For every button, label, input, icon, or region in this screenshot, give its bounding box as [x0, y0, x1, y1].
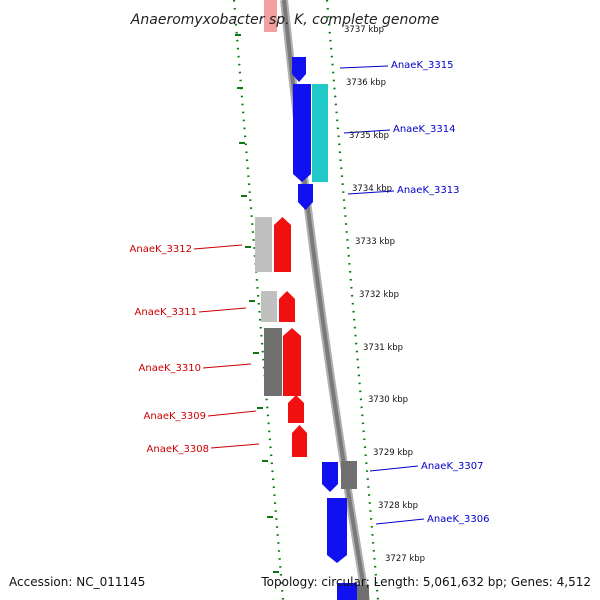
- gene-arrow: [293, 84, 311, 182]
- gene-arrow: [292, 57, 306, 82]
- kbp-tick-label: 3727 kbp: [385, 554, 425, 564]
- gene-segment: [357, 585, 369, 600]
- label-leader-line: [347, 190, 395, 195]
- partial-gene-segment: [264, 0, 277, 32]
- kbp-tick-label: 3728 kbp: [378, 501, 418, 511]
- gene-arrow: [283, 328, 301, 396]
- kbp-tick-label: 3731 kbp: [363, 343, 403, 353]
- gene-segment: [337, 583, 357, 600]
- kbp-tick-label: 3730 kbp: [368, 395, 408, 405]
- tick-dashes: [235, 34, 279, 573]
- gene-labels-layer: AnaeK_3315 AnaeK_3314 AnaeK_3313 AnaeK_3312…: [130, 60, 490, 525]
- accession-label: Accession: NC_011145: [9, 575, 145, 589]
- gene-arrow: [288, 395, 304, 423]
- label-leader-line: [369, 465, 419, 472]
- kbp-tick-label: 3736 kbp: [346, 78, 386, 88]
- genome-title: Anaeromyxobacter sp. K, complete genome: [130, 12, 439, 28]
- kbp-tick-labels-layer: 3737 kbp 3736 kbp 3735 kbp 3734 kbp 3733 kbp…: [344, 25, 425, 564]
- gene-label[interactable]: AnaeK_3313: [397, 185, 459, 196]
- gene-arrow: [279, 291, 295, 322]
- label-leader-line: [339, 65, 389, 69]
- gene-arrow: [298, 184, 313, 210]
- gene-arrow: [292, 425, 307, 457]
- kbp-tick-label: 3732 kbp: [359, 290, 399, 300]
- gene-arrow: [322, 462, 338, 492]
- label-leader-line: [193, 244, 243, 250]
- kbp-tick-label: 3735 kbp: [349, 131, 389, 141]
- label-leader-line: [207, 410, 257, 417]
- gene-label[interactable]: AnaeK_3315: [391, 60, 453, 71]
- gene-segment: [312, 84, 328, 182]
- gene-label[interactable]: AnaeK_3314: [393, 124, 455, 135]
- gene-segment: [341, 461, 357, 489]
- gene-label[interactable]: AnaeK_3310: [139, 363, 201, 374]
- kbp-tick-label: 3733 kbp: [355, 237, 395, 247]
- label-leader-line: [202, 363, 252, 369]
- gene-arrow: [327, 498, 347, 563]
- genes-layer: [255, 0, 369, 600]
- label-leader-line: [343, 129, 391, 134]
- gene-label[interactable]: AnaeK_3307: [421, 461, 483, 472]
- gene-segment: [264, 328, 282, 396]
- gene-label[interactable]: AnaeK_3312: [130, 244, 192, 255]
- kbp-tick-label: 3734 kbp: [352, 184, 392, 194]
- gene-arrow: [274, 217, 291, 272]
- label-leaders-layer: [193, 65, 425, 525]
- gene-label[interactable]: AnaeK_3311: [135, 307, 197, 318]
- gene-label[interactable]: AnaeK_3308: [147, 444, 209, 455]
- label-leader-line: [198, 307, 247, 313]
- gene-label[interactable]: AnaeK_3306: [427, 514, 489, 525]
- kbp-tick-label: 3737 kbp: [344, 25, 384, 35]
- label-leader-line: [210, 443, 260, 449]
- gene-segment: [255, 217, 272, 272]
- topology-summary: Topology: circular; Length: 5,061,632 bp…: [260, 575, 591, 589]
- gene-label[interactable]: AnaeK_3309: [144, 411, 206, 422]
- label-leader-line: [375, 518, 425, 525]
- kbp-tick-label: 3729 kbp: [373, 448, 413, 458]
- gene-segment: [261, 291, 277, 322]
